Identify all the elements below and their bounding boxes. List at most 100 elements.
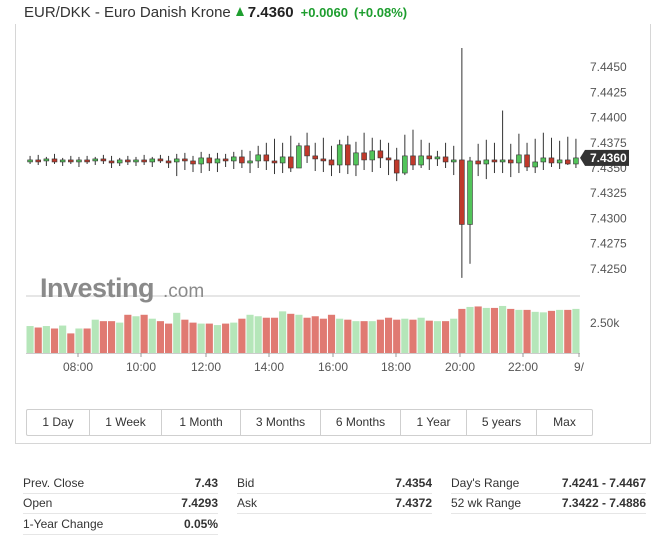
candle-body — [133, 159, 139, 163]
volume-bar — [368, 321, 376, 353]
divider — [23, 513, 218, 514]
range-5-years-button[interactable]: 5 years — [467, 410, 537, 435]
candle-body — [279, 156, 286, 164]
volume-bar — [409, 319, 417, 353]
candle-body — [345, 144, 351, 166]
candle-body — [328, 159, 335, 166]
volume-bar — [303, 317, 311, 353]
stat-year-change: 1-Year Change 0.05% — [23, 516, 218, 532]
volume-bar — [75, 328, 83, 353]
candle-body — [426, 155, 433, 160]
stat-days-range: Day's Range 7.4241 - 7.4467 — [451, 475, 646, 491]
current-price-pointer — [580, 149, 585, 166]
candle-body — [92, 158, 98, 162]
candle-body — [247, 160, 253, 164]
stat-52wk-range: 52 wk Range 7.3422 - 7.4886 — [451, 495, 646, 511]
candle-body — [100, 158, 107, 162]
volume-bar — [42, 326, 50, 353]
stat-label: 1-Year Change — [23, 517, 104, 531]
candle-body — [508, 159, 514, 164]
chart-frame — [15, 24, 651, 444]
candle-body — [51, 158, 58, 163]
candle-body — [336, 144, 343, 166]
price-change: +0.0060 — [300, 4, 348, 20]
stat-open: Open 7.4293 — [23, 495, 218, 511]
volume-bar — [270, 317, 279, 353]
candle-body — [450, 159, 457, 163]
candle-body — [68, 159, 74, 163]
chart-grid — [26, 295, 580, 354]
volume-bar — [352, 321, 360, 353]
stat-label: Prev. Close — [23, 476, 85, 490]
candlesticks — [27, 48, 579, 278]
volume-bar — [327, 314, 336, 353]
candle-body — [27, 159, 33, 163]
volume-bar — [34, 327, 42, 353]
stat-label: Open — [23, 496, 53, 510]
candle-body — [141, 159, 147, 163]
volume-bar — [417, 317, 425, 353]
price-chart[interactable]: 7.44507.44257.44007.43757.43507.43257.43… — [0, 0, 660, 400]
volume-bar — [295, 314, 303, 353]
candle-body — [149, 158, 156, 163]
candle-body — [475, 160, 481, 165]
volume-bar — [99, 321, 107, 353]
volume-bar — [246, 314, 254, 353]
volume-bar — [401, 318, 409, 353]
y-tick-label: 7.4400 — [590, 111, 627, 125]
volume-bar — [482, 307, 490, 353]
stat-value: 7.4354 — [395, 476, 432, 490]
candle-body — [377, 150, 384, 159]
volume-bar — [197, 323, 205, 353]
range-1-week-button[interactable]: 1 Week — [90, 410, 162, 435]
y-tick-label: 7.4250 — [590, 262, 627, 276]
volume-bar — [384, 317, 393, 353]
divider — [237, 513, 432, 514]
candle-body — [84, 159, 90, 163]
last-price: 7.4360 — [247, 3, 294, 21]
time-range-selector: 1 Day 1 Week 1 Month 3 Months 6 Months 1… — [26, 409, 593, 436]
volume-bars — [26, 305, 580, 353]
candle-body — [35, 159, 41, 163]
candle-body — [516, 154, 522, 164]
candle-body — [467, 160, 473, 225]
volume-bar — [515, 309, 523, 353]
volume-bar — [336, 318, 344, 353]
volume-bar — [165, 323, 173, 353]
candle-body — [402, 155, 408, 174]
divider — [23, 534, 218, 535]
stat-value: 7.3422 - 7.4886 — [561, 496, 646, 510]
candle-body — [532, 161, 538, 168]
volume-bar — [425, 320, 433, 353]
volume-bar — [344, 319, 352, 353]
candle-body — [182, 158, 188, 162]
range-1-year-button[interactable]: 1 Year — [401, 410, 467, 435]
stat-value: 7.4293 — [181, 496, 218, 510]
candle-body — [540, 157, 547, 163]
volume-bar — [531, 311, 539, 353]
candle-body — [173, 158, 180, 163]
stat-value: 7.43 — [194, 476, 218, 490]
range-6-months-button[interactable]: 6 Months — [321, 410, 401, 435]
candle-body — [385, 157, 392, 161]
volume-bar — [156, 321, 164, 353]
candle-body — [59, 159, 66, 163]
instrument-title: EUR/DKK - Euro Danish Krone — [24, 3, 231, 21]
candle-body — [312, 155, 318, 160]
candle-body — [108, 160, 115, 164]
volume-bar — [230, 322, 238, 353]
candle-body — [296, 145, 302, 169]
volume-bar — [107, 321, 116, 353]
range-1-month-button[interactable]: 1 Month — [162, 410, 241, 435]
volume-bar — [376, 319, 384, 353]
candle-body — [165, 160, 172, 164]
volume-bar — [50, 328, 59, 353]
volume-bar — [433, 321, 441, 353]
range-3-months-button[interactable]: 3 Months — [241, 410, 321, 435]
volume-bar — [189, 322, 197, 353]
range-1-day-button[interactable]: 1 Day — [27, 410, 90, 435]
candle-body — [288, 156, 294, 169]
range-max-button[interactable]: Max — [553, 415, 576, 429]
volume-bar — [287, 313, 295, 353]
candle-body — [76, 159, 82, 163]
